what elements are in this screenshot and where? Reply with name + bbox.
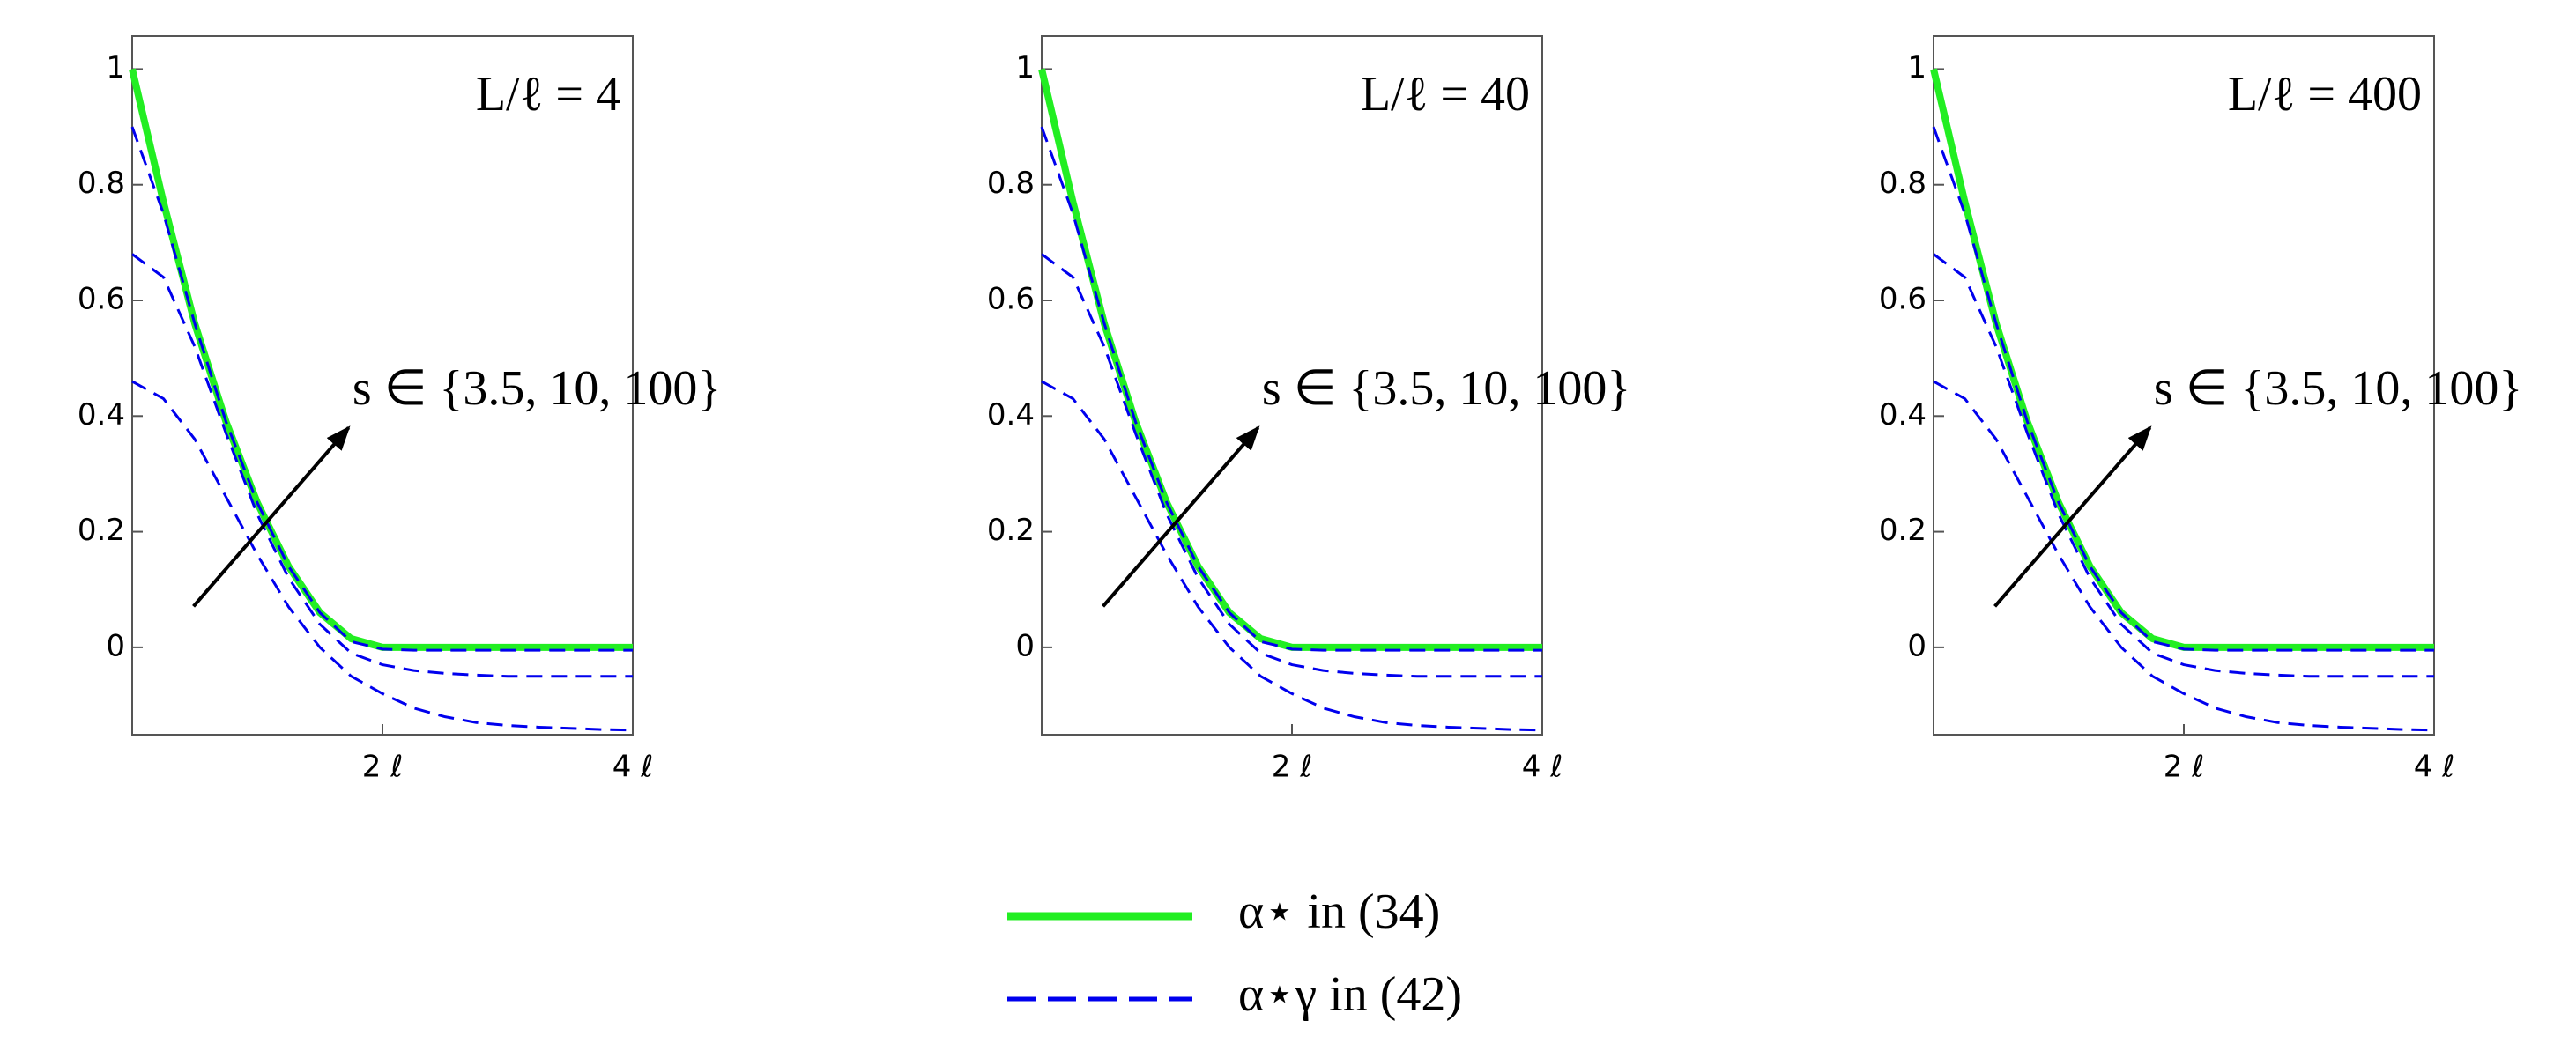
data-line: [1041, 380, 1543, 732]
y-tick-label: 0.8: [987, 166, 1035, 201]
annotation-arrow: [1102, 425, 1260, 608]
x-tick-label: 2 ℓ: [362, 750, 403, 785]
data-line: [1933, 380, 2435, 732]
data-line: [131, 253, 633, 678]
y-tick-label: 1: [1015, 50, 1035, 85]
annotation-arrow: [192, 425, 351, 608]
y-tick-label: 0.8: [78, 166, 125, 201]
arrow-label: s ∈ {3.5, 10, 100}: [1262, 361, 1630, 416]
panel-label: L/ℓ = 40: [1361, 67, 1530, 122]
x-tick-label: 4 ℓ: [1522, 750, 1563, 785]
arrow-label: s ∈ {3.5, 10, 100}: [353, 361, 721, 416]
y-tick-label: 0: [1907, 628, 1926, 663]
panel-label: L/ℓ = 400: [2228, 67, 2422, 122]
y-tick-label: 0.6: [987, 282, 1035, 317]
y-tick-label: 1: [1907, 50, 1926, 85]
y-tick-label: 0.4: [987, 397, 1035, 433]
data-line: [1932, 126, 2434, 652]
y-tick-label: 1: [106, 50, 125, 85]
y-tick-label: 0: [106, 628, 125, 663]
data-line: [1041, 253, 1542, 678]
x-tick-label: 2 ℓ: [2164, 750, 2204, 785]
data-line: [130, 126, 633, 652]
legend-label: α⋆γ in (42): [1238, 967, 1462, 1022]
y-tick-label: 0.6: [1879, 282, 1926, 317]
y-tick-label: 0.2: [1879, 513, 1926, 548]
y-tick-label: 0.8: [1879, 166, 1926, 201]
arrow-label: s ∈ {3.5, 10, 100}: [2154, 361, 2522, 416]
y-tick-label: 0.2: [987, 513, 1035, 548]
x-tick-label: 4 ℓ: [2414, 750, 2454, 785]
data-line: [131, 380, 634, 732]
y-tick-label: 0: [1015, 628, 1035, 663]
x-tick-label: 4 ℓ: [612, 750, 653, 785]
y-tick-label: 0.2: [78, 513, 125, 548]
x-tick-label: 2 ℓ: [1272, 750, 1312, 785]
annotation-arrow: [1993, 425, 2152, 608]
y-tick-label: 0.6: [78, 282, 125, 317]
data-line: [129, 68, 633, 651]
panel-label: L/ℓ = 4: [476, 67, 620, 122]
data-line: [1933, 253, 2434, 678]
y-tick-label: 0.4: [78, 397, 125, 433]
data-line: [1930, 68, 2434, 651]
data-line: [1038, 68, 1542, 651]
data-line: [1040, 126, 1542, 652]
legend-label: α⋆ in (34): [1238, 884, 1440, 939]
y-tick-label: 0.4: [1879, 397, 1926, 433]
